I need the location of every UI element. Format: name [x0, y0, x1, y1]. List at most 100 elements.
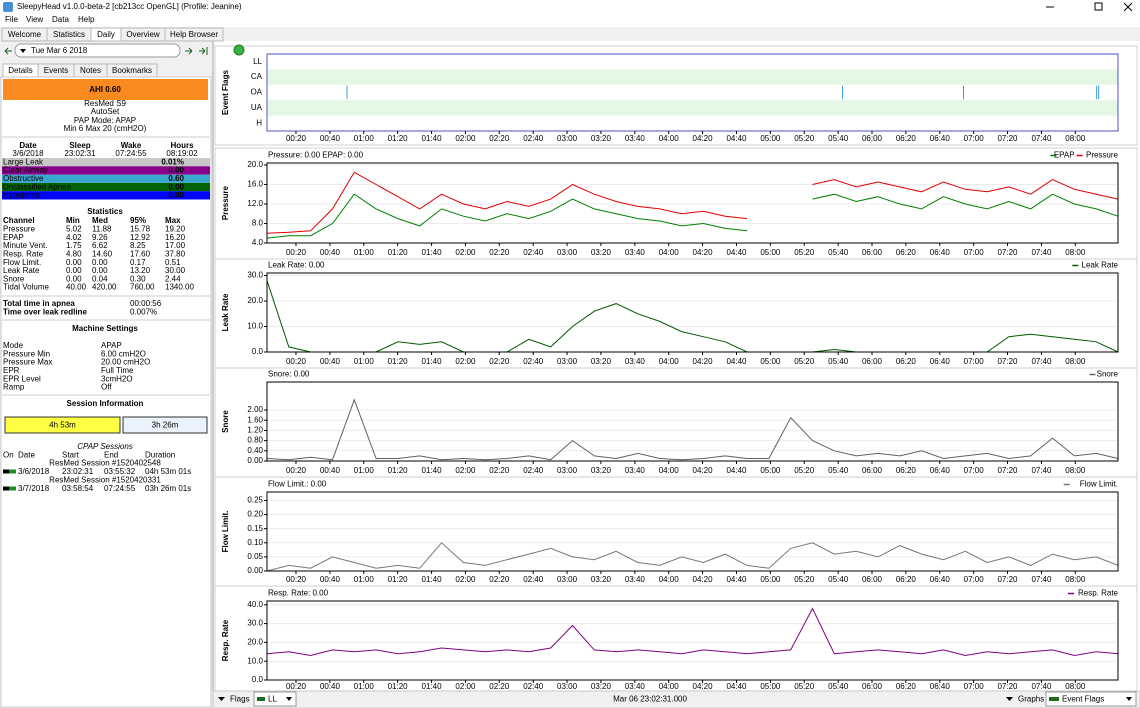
x-tick-label: 07:00: [964, 357, 985, 366]
graphs-arrow[interactable]: [1006, 697, 1013, 701]
graphs-button[interactable]: Graphs: [1018, 695, 1044, 704]
stats-cell: 37.80: [165, 250, 186, 259]
sleep-cell: 07:24:55: [115, 149, 147, 158]
stats-cell: 17.60: [130, 250, 151, 259]
x-tick-label: 02:00: [455, 682, 476, 691]
x-tick-label: 07:00: [964, 466, 985, 475]
y-axis-title: Snore: [221, 410, 230, 433]
y-tick-label: 0.25: [247, 496, 263, 505]
last-day[interactable]: [199, 47, 208, 55]
x-tick-label: 03:20: [591, 248, 612, 257]
graph-select-label: Event Flags: [1062, 695, 1104, 704]
x-tick-label: 02:20: [489, 575, 510, 584]
flags-button[interactable]: Flags: [230, 695, 250, 704]
menu-item[interactable]: File: [5, 15, 18, 24]
x-tick-label: 04:00: [659, 248, 680, 257]
x-tick-label: 01:20: [388, 134, 409, 143]
stats-cell: Resp. Rate: [3, 250, 44, 259]
pin-icon[interactable]: [233, 44, 245, 56]
flag-row-label: OA: [250, 88, 262, 97]
panel: [214, 367, 1138, 478]
session-bar[interactable]: [4, 416, 121, 434]
x-tick-label: 04:00: [659, 466, 680, 475]
x-tick-label: 01:40: [422, 466, 443, 475]
x-tick-label: 01:00: [354, 466, 375, 475]
session-cell: 3/6/2018: [18, 467, 50, 476]
y-tick-label: 0.80: [247, 436, 263, 445]
session-header: Date: [18, 451, 35, 460]
session-toggle[interactable]: [9, 486, 16, 491]
next-day[interactable]: [185, 47, 193, 55]
session-cell: 03:58:54: [62, 484, 94, 493]
close-button[interactable]: [1123, 2, 1133, 12]
x-tick-label: 06:00: [862, 466, 883, 475]
plot-frame: [266, 491, 1119, 572]
menu-item[interactable]: Help: [78, 15, 95, 24]
machine-info: PAP Mode: APAP: [74, 116, 136, 125]
y-tick-label: 0.10: [247, 538, 263, 547]
x-tick-label: 00:20: [286, 575, 307, 584]
sleep-header: Sleep: [69, 141, 90, 150]
stats-cell: 420.00: [92, 283, 117, 292]
menu-item[interactable]: Data: [52, 15, 69, 24]
plot-frame: [266, 381, 1119, 462]
x-tick-label: 06:40: [930, 357, 951, 366]
y-axis-title: Resp. Rate: [221, 619, 230, 661]
y-tick-label: 0.00: [247, 456, 263, 465]
y-tick-label: 10.0: [247, 322, 263, 331]
graph-select[interactable]: [1045, 691, 1137, 707]
section-title: Session Information: [67, 399, 144, 408]
session-toggle[interactable]: [9, 469, 16, 474]
maximize-button[interactable]: [1094, 2, 1103, 11]
x-tick-label: 03:40: [625, 357, 646, 366]
machine-info: Min 6 Max 20 (cmH2O): [64, 124, 147, 133]
legend-label: EPAP: [1054, 151, 1075, 160]
x-tick-label: 07:40: [1031, 134, 1052, 143]
date-select[interactable]: [14, 43, 181, 58]
stats-cell: 14.60: [92, 250, 113, 259]
flags-arrow[interactable]: [218, 697, 225, 701]
x-tick-label: 06:20: [896, 248, 917, 257]
x-tick-label: 02:00: [455, 357, 476, 366]
y-tick-label: 4.0: [252, 238, 264, 247]
setting-value: 20.00 cmH2O: [101, 358, 150, 367]
legend-label: Resp. Rate: [1078, 589, 1119, 598]
flag-select[interactable]: [253, 691, 297, 707]
prev-day[interactable]: [4, 47, 12, 55]
x-tick-label: 00:20: [286, 134, 307, 143]
stats-cell: Pressure: [3, 225, 36, 234]
session-toggle[interactable]: [3, 486, 9, 491]
setting-value: 3cmH2O: [101, 374, 133, 383]
x-tick-label: 04:20: [693, 248, 714, 257]
flag-row-label: H: [256, 118, 262, 127]
tab-label: Overview: [126, 30, 160, 39]
session-cell: 03h 26m 01s: [145, 484, 191, 493]
stats-cell: 1340.00: [165, 283, 194, 292]
x-tick-label: 01:20: [388, 466, 409, 475]
tab-label: Help Browser: [170, 30, 218, 39]
x-tick-label: 04:20: [693, 134, 714, 143]
session-bar[interactable]: [122, 416, 208, 434]
menu-item[interactable]: View: [26, 15, 43, 24]
session-toggle[interactable]: [3, 469, 9, 474]
session-name: ResMed Session #1520420331: [49, 476, 161, 485]
y-tick-label: 0.40: [247, 446, 263, 455]
legend-label: Snore: [1097, 370, 1119, 379]
section-title: Statistics: [87, 207, 123, 216]
x-tick-label: 00:40: [320, 134, 341, 143]
x-tick-label: 00:40: [320, 248, 341, 257]
flag-swatch: [257, 697, 265, 701]
x-tick-label: 07:40: [1031, 682, 1052, 691]
plot-frame: [266, 272, 1119, 353]
stats-cell: 6.62: [92, 241, 108, 250]
data-line: [266, 193, 1119, 239]
x-tick-label: 06:40: [930, 248, 951, 257]
tab[interactable]: [164, 27, 224, 42]
x-tick-label: 01:40: [422, 682, 443, 691]
x-tick-label: 05:40: [828, 466, 849, 475]
total-label: Time over leak redline: [3, 308, 87, 317]
y-tick-label: 2.00: [247, 405, 263, 414]
y-tick-label: 0.15: [247, 524, 263, 533]
y-tick-label: 30.0: [247, 271, 263, 280]
